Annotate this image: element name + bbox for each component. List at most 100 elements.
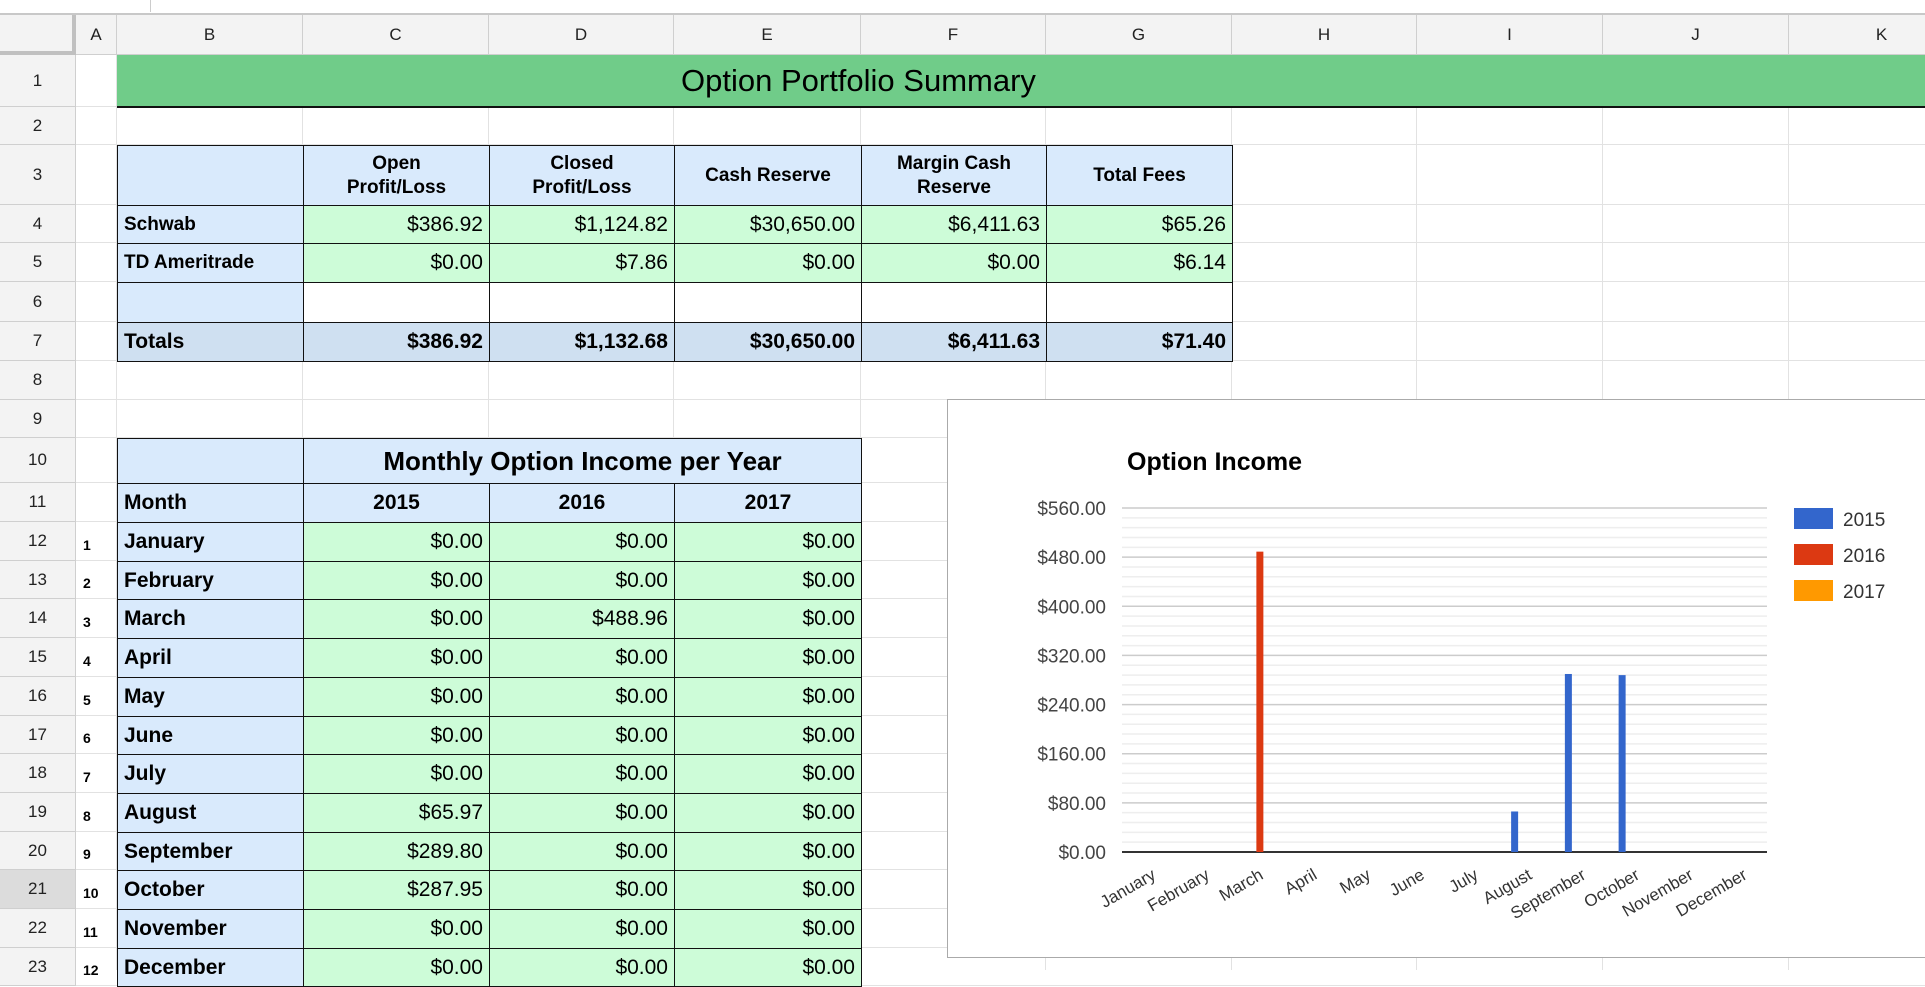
monthly-value[interactable]: $0.00	[303, 638, 490, 678]
totals-value[interactable]: $386.92	[303, 322, 490, 362]
monthly-value[interactable]: $0.00	[674, 754, 862, 794]
monthly-value[interactable]: $0.00	[489, 561, 675, 600]
title-band[interactable]	[117, 55, 1047, 108]
row-header-3[interactable]: 3	[0, 145, 76, 205]
blank-cell[interactable]	[674, 282, 862, 323]
row-header-1[interactable]: 1	[0, 55, 76, 107]
column-header-i[interactable]: I	[1417, 15, 1603, 55]
row-header-18[interactable]: 18	[0, 754, 76, 793]
year-column-header[interactable]: 2017	[674, 483, 862, 523]
monthly-value[interactable]: $0.00	[489, 638, 675, 678]
row-header-6[interactable]: 6	[0, 282, 76, 322]
monthly-value[interactable]: $0.00	[489, 716, 675, 755]
row-header-11[interactable]: 11	[0, 483, 76, 522]
totals-value[interactable]: $1,132.68	[489, 322, 675, 362]
broker-label[interactable]: TD Ameritrade	[117, 243, 304, 283]
monthly-table-title[interactable]: Monthly Option Income per Year	[303, 438, 862, 484]
year-column-header[interactable]: 2016	[489, 483, 675, 523]
row-header-13[interactable]: 13	[0, 561, 76, 599]
blank-row-label[interactable]	[117, 282, 304, 323]
summary-column-header[interactable]: Margin Cash Reserve	[861, 145, 1047, 206]
monthly-value[interactable]: $0.00	[489, 948, 675, 987]
monthly-value[interactable]: $0.00	[674, 870, 862, 910]
summary-value[interactable]: $30,650.00	[674, 205, 862, 244]
summary-value[interactable]: $0.00	[861, 243, 1047, 283]
monthly-value[interactable]: $0.00	[489, 522, 675, 562]
summary-value[interactable]: $7.86	[489, 243, 675, 283]
month-label[interactable]: January	[117, 522, 304, 562]
monthly-value[interactable]: $0.00	[303, 522, 490, 562]
monthly-value[interactable]: $0.00	[303, 677, 490, 717]
row-header-2[interactable]: 2	[0, 107, 76, 145]
select-all-corner[interactable]	[0, 15, 76, 55]
column-header-j[interactable]: J	[1603, 15, 1789, 55]
monthly-value[interactable]: $0.00	[674, 948, 862, 987]
month-label[interactable]: March	[117, 599, 304, 639]
monthly-value[interactable]: $0.00	[303, 716, 490, 755]
month-column-header[interactable]: Month	[117, 483, 304, 523]
month-label[interactable]: February	[117, 561, 304, 600]
month-label[interactable]: May	[117, 677, 304, 717]
summary-column-header[interactable]: Open Profit/Loss	[303, 145, 490, 206]
monthly-value[interactable]: $0.00	[303, 561, 490, 600]
column-header-b[interactable]: B	[117, 15, 303, 55]
column-header-e[interactable]: E	[674, 15, 861, 55]
row-header-14[interactable]: 14	[0, 599, 76, 638]
summary-value[interactable]: $1,124.82	[489, 205, 675, 244]
summary-column-header[interactable]: Total Fees	[1046, 145, 1233, 206]
monthly-value[interactable]: $0.00	[489, 832, 675, 871]
monthly-value[interactable]: $0.00	[489, 870, 675, 910]
blank-cell[interactable]	[1046, 282, 1233, 323]
monthly-value[interactable]: $0.00	[674, 909, 862, 949]
row-header-10[interactable]: 10	[0, 438, 76, 483]
row-header-15[interactable]: 15	[0, 638, 76, 677]
summary-value[interactable]: $386.92	[303, 205, 490, 244]
row-header-21[interactable]: 21	[0, 870, 76, 909]
row-header-19[interactable]: 19	[0, 793, 76, 832]
totals-value[interactable]: $71.40	[1046, 322, 1233, 362]
row-header-4[interactable]: 4	[0, 205, 76, 243]
year-column-header[interactable]: 2015	[303, 483, 490, 523]
row-header-22[interactable]: 22	[0, 909, 76, 948]
month-label[interactable]: August	[117, 793, 304, 833]
monthly-value[interactable]: $0.00	[303, 599, 490, 639]
monthly-value[interactable]: $0.00	[674, 638, 862, 678]
month-label[interactable]: November	[117, 909, 304, 949]
summary-header-blank[interactable]	[117, 145, 304, 206]
month-label[interactable]: July	[117, 754, 304, 794]
blank-cell[interactable]	[303, 282, 490, 323]
column-header-k[interactable]: K	[1789, 15, 1925, 55]
row-header-17[interactable]: 17	[0, 716, 76, 754]
option-income-chart[interactable]: Option Income $0.00 $80.00 $160.00 $240.00 $3…	[947, 399, 1925, 958]
summary-value[interactable]: $65.26	[1046, 205, 1233, 244]
monthly-value[interactable]: $65.97	[303, 793, 490, 833]
month-label[interactable]: October	[117, 870, 304, 910]
summary-value[interactable]: $0.00	[674, 243, 862, 283]
broker-label[interactable]: Schwab	[117, 205, 304, 244]
summary-value[interactable]: $0.00	[303, 243, 490, 283]
column-header-a[interactable]: A	[76, 15, 117, 55]
monthly-value[interactable]: $0.00	[489, 909, 675, 949]
monthly-value[interactable]: $0.00	[489, 793, 675, 833]
monthly-value[interactable]: $0.00	[489, 754, 675, 794]
month-label[interactable]: April	[117, 638, 304, 678]
monthly-value[interactable]: $287.95	[303, 870, 490, 910]
row-header-16[interactable]: 16	[0, 677, 76, 716]
monthly-value[interactable]: $0.00	[674, 832, 862, 871]
monthly-header-blank[interactable]	[117, 438, 304, 484]
totals-value[interactable]: $6,411.63	[861, 322, 1047, 362]
blank-cell[interactable]	[861, 282, 1047, 323]
blank-cell[interactable]	[489, 282, 675, 323]
row-header-8[interactable]: 8	[0, 361, 76, 400]
monthly-value[interactable]: $0.00	[674, 599, 862, 639]
monthly-value[interactable]: $0.00	[303, 909, 490, 949]
monthly-value[interactable]: $488.96	[489, 599, 675, 639]
totals-label[interactable]: Totals	[117, 322, 304, 362]
column-header-d[interactable]: D	[489, 15, 674, 55]
totals-value[interactable]: $30,650.00	[674, 322, 862, 362]
column-header-h[interactable]: H	[1232, 15, 1417, 55]
monthly-value[interactable]: $0.00	[303, 754, 490, 794]
row-header-12[interactable]: 12	[0, 522, 76, 561]
monthly-value[interactable]: $0.00	[489, 677, 675, 717]
summary-column-header[interactable]: Cash Reserve	[674, 145, 862, 206]
